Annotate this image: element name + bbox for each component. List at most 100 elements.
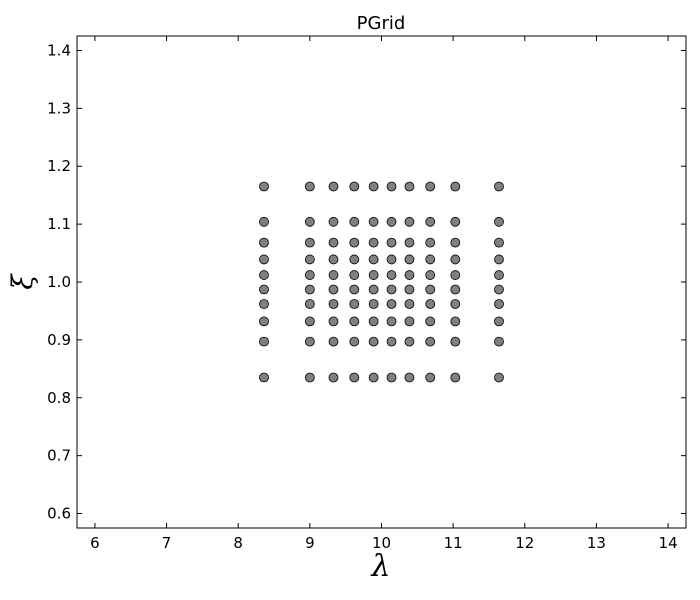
data-point <box>494 284 504 295</box>
data-point <box>404 254 415 265</box>
data-point <box>450 216 461 227</box>
data-point <box>349 299 360 309</box>
data-point <box>349 254 360 265</box>
data-point <box>494 216 504 227</box>
data-point <box>494 237 504 248</box>
data-point <box>450 284 461 295</box>
data-point <box>494 299 504 309</box>
x-tick-label: 10 <box>372 534 391 552</box>
data-point <box>425 284 436 295</box>
data-point <box>450 270 461 280</box>
data-point <box>328 299 339 309</box>
data-point <box>386 237 397 248</box>
data-point <box>450 316 461 327</box>
data-point <box>404 181 415 192</box>
data-point <box>349 372 360 383</box>
data-point <box>386 299 397 309</box>
plot-area-frame <box>76 35 687 529</box>
y-tick-label: 0.6 <box>47 505 71 523</box>
y-tick-label: 1.4 <box>47 41 71 59</box>
data-point <box>450 237 461 248</box>
data-point <box>259 299 269 309</box>
data-point <box>368 181 379 192</box>
data-point <box>328 270 339 280</box>
data-point <box>386 316 397 327</box>
data-point <box>386 372 397 383</box>
data-point <box>450 181 461 192</box>
data-point <box>349 284 360 295</box>
data-point <box>259 237 269 248</box>
data-point <box>259 181 269 192</box>
y-tick-label: 0.7 <box>47 447 71 465</box>
data-point <box>404 284 415 295</box>
data-point <box>328 216 339 227</box>
data-point <box>259 336 269 347</box>
data-point <box>425 254 436 265</box>
data-point <box>425 216 436 227</box>
axis-ticks: 6 7 8 9 10 11 12 13 14 0.6 0.7 0.8 0.9 1.0 1.1 1.2 1.3 1.… <box>47 36 686 552</box>
data-point <box>450 299 461 309</box>
data-point <box>304 372 315 383</box>
x-tick-label: 8 <box>233 534 243 552</box>
data-point <box>404 372 415 383</box>
y-tick-label: 1.1 <box>47 215 71 233</box>
data-point <box>304 181 315 192</box>
data-point <box>304 270 315 280</box>
data-point <box>349 237 360 248</box>
y-tick-label: 0.8 <box>47 389 71 407</box>
data-point <box>259 216 269 227</box>
data-point <box>386 181 397 192</box>
data-point <box>425 181 436 192</box>
data-point <box>450 372 461 383</box>
data-point <box>349 181 360 192</box>
x-tick-label: 9 <box>305 534 315 552</box>
data-point <box>349 336 360 347</box>
data-point <box>386 284 397 295</box>
x-tick-label: 6 <box>90 534 100 552</box>
x-axis-label: λ <box>370 549 390 584</box>
data-point <box>304 216 315 227</box>
data-point <box>404 270 415 280</box>
data-point <box>404 216 415 227</box>
data-point <box>368 237 379 248</box>
chart-title: PGrid <box>357 13 406 34</box>
data-point <box>328 284 339 295</box>
data-point <box>368 316 379 327</box>
data-point <box>328 316 339 327</box>
y-tick-label: 1.3 <box>47 99 71 117</box>
data-point <box>368 216 379 227</box>
y-tick-label: 0.9 <box>47 331 71 349</box>
data-point <box>304 336 315 347</box>
x-tick-label: 12 <box>515 534 534 552</box>
data-point <box>494 336 504 347</box>
data-point <box>304 237 315 248</box>
data-point <box>259 270 269 280</box>
data-point <box>386 254 397 265</box>
data-point <box>259 316 269 327</box>
data-point <box>304 316 315 327</box>
x-tick-label: 11 <box>444 534 463 552</box>
data-point <box>404 336 415 347</box>
data-point <box>404 299 415 309</box>
data-point <box>425 372 436 383</box>
data-point <box>494 270 504 280</box>
data-point <box>328 237 339 248</box>
data-point <box>494 254 504 265</box>
data-point <box>368 336 379 347</box>
data-point <box>450 336 461 347</box>
data-point <box>368 284 379 295</box>
data-point <box>368 270 379 280</box>
data-point <box>328 254 339 265</box>
data-point <box>494 316 504 327</box>
data-point <box>259 372 269 383</box>
data-point <box>259 254 269 265</box>
data-point <box>386 270 397 280</box>
data-point <box>349 270 360 280</box>
data-point <box>425 316 436 327</box>
x-tick-label: 13 <box>587 534 606 552</box>
y-tick-label: 1.2 <box>47 157 71 175</box>
data-point <box>349 316 360 327</box>
y-axis-label: ξ <box>6 273 39 290</box>
data-point <box>328 372 339 383</box>
